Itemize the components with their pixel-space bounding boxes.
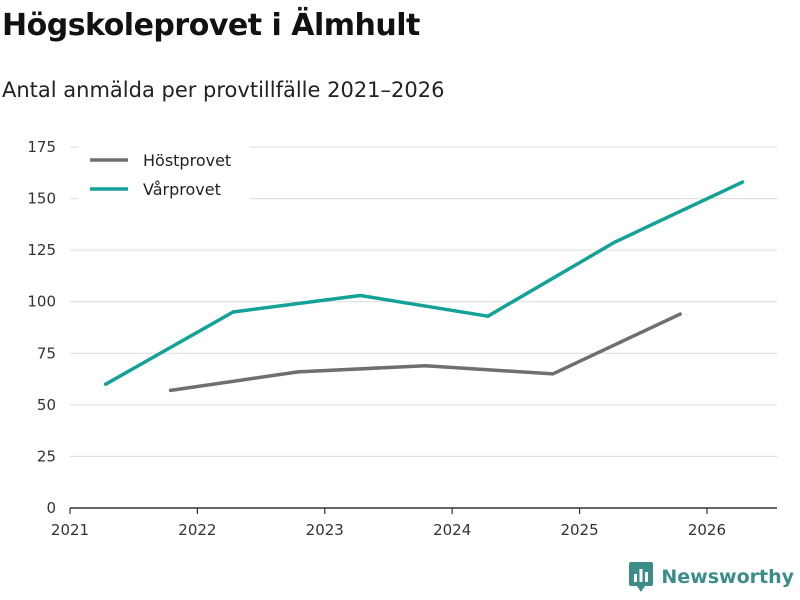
y-tick-label: 150	[27, 190, 56, 208]
brand-logo: Newsworthy	[629, 562, 794, 592]
y-tick-label: 100	[27, 293, 56, 311]
y-tick-label: 175	[27, 138, 56, 156]
legend-label: Höstprovet	[143, 151, 231, 170]
y-tick-label: 125	[27, 241, 56, 259]
legend-label: Vårprovet	[143, 180, 221, 199]
chart-subtitle: Antal anmälda per provtillfälle 2021–202…	[2, 78, 445, 102]
x-tick-label: 2023	[306, 521, 344, 539]
x-tick-label: 2026	[688, 521, 726, 539]
y-tick-label: 75	[37, 344, 56, 362]
series-line-hostprovet	[168, 312, 682, 393]
legend-background	[78, 142, 250, 208]
y-tick-label: 50	[37, 396, 56, 414]
y-tick-label: 25	[37, 447, 56, 465]
line-chart: 0 25 50 75 100 125 150 175 2021 2022 2023 2024 2025 2…	[27, 138, 777, 539]
x-tick-label: 2021	[51, 521, 89, 539]
x-tick-label: 2022	[178, 521, 216, 539]
chart-title: Högskoleprovet i Älmhult	[2, 8, 420, 43]
series-line-varprovet	[103, 180, 745, 386]
x-tick-label: 2024	[433, 521, 471, 539]
y-tick-label: 0	[46, 499, 56, 517]
x-tick-label: 2025	[560, 521, 598, 539]
newsworthy-logo-icon	[629, 562, 654, 592]
brand-name: Newsworthy	[661, 566, 794, 588]
